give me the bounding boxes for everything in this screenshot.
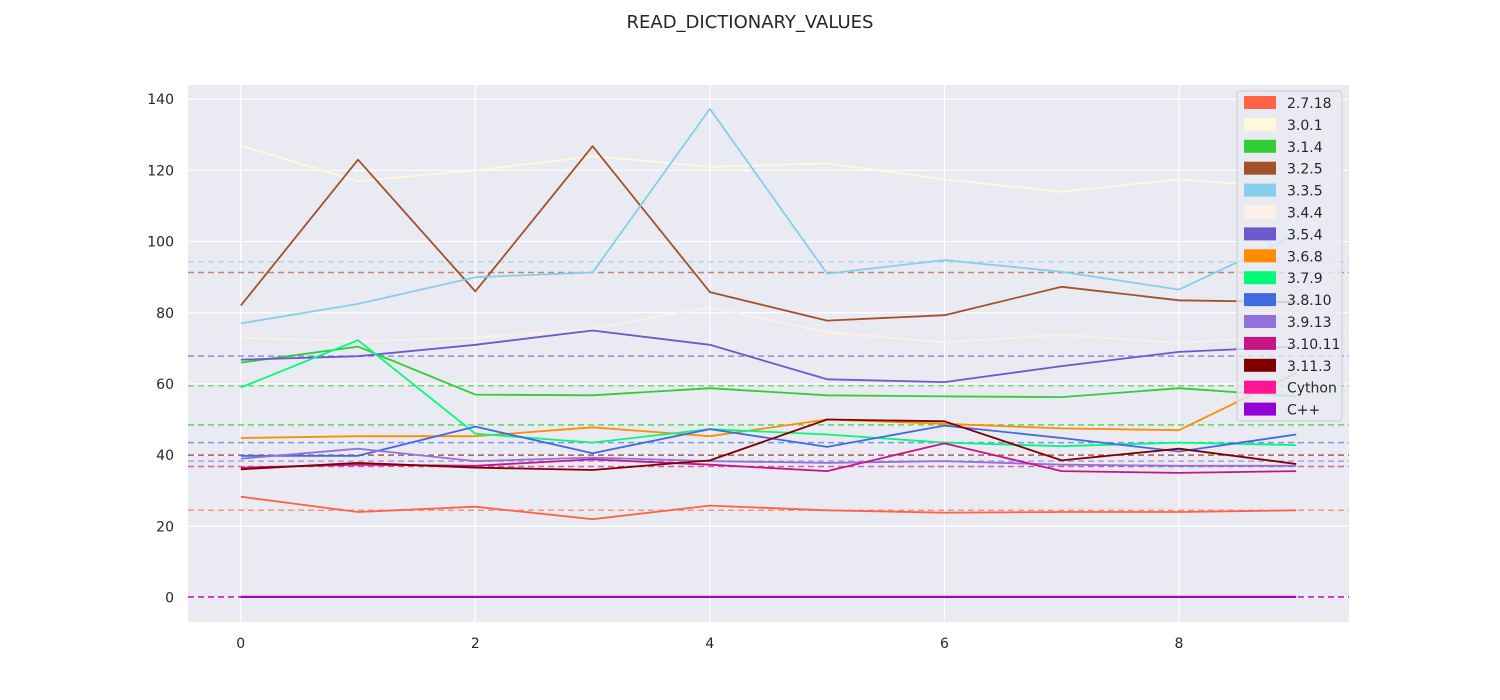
- legend-label: 3.11.3: [1287, 359, 1332, 375]
- legend-swatch: [1244, 380, 1276, 394]
- series-line-2.7.18: [240, 495, 1297, 521]
- series-line-3.4.4: [240, 306, 1297, 344]
- legend-swatch: [1244, 315, 1276, 328]
- legend-label: 3.3.5: [1287, 184, 1323, 200]
- legend-label: 3.2.5: [1287, 162, 1323, 178]
- legend-label: 3.6.8: [1287, 249, 1323, 265]
- y-tick-label: 40: [156, 448, 174, 464]
- legend-label: 3.4.4: [1287, 206, 1323, 222]
- y-tick-label: 120: [147, 163, 174, 179]
- legend-swatch: [1244, 293, 1276, 307]
- legend: 2.7.18 3.0.1 3.1.4 3.2.5 3.3.5 3.4.4 3.5.4 3.6.…: [1236, 90, 1343, 422]
- series-line-3.2.5: [240, 145, 1297, 322]
- x-tick-label: 0: [236, 636, 245, 652]
- x-axis-ticks: 0 2 4 6 8: [236, 636, 1183, 652]
- y-tick-label: 100: [147, 235, 174, 251]
- y-tick-label: 80: [156, 306, 174, 322]
- x-tick-label: 8: [1174, 636, 1183, 652]
- legend-swatch: [1244, 271, 1276, 285]
- x-tick-label: 2: [471, 636, 480, 652]
- legend-label: 3.10.11: [1287, 337, 1340, 353]
- legend-swatch: [1244, 336, 1276, 350]
- legend-label: 3.1.4: [1287, 140, 1323, 156]
- x-tick-label: 4: [705, 636, 714, 652]
- series-line-3.5.4: [240, 329, 1297, 384]
- series-line-3.0.1: [240, 144, 1297, 193]
- series-lines: [240, 107, 1297, 598]
- y-axis-ticks: 0 20 40 60 80 100 120 140: [147, 92, 174, 606]
- legend-swatch: [1244, 161, 1276, 175]
- series-line-3.1.4: [240, 345, 1297, 399]
- legend-label: 2.7.18: [1287, 96, 1332, 112]
- legend-label: 3.5.4: [1287, 227, 1323, 243]
- legend-swatch: [1244, 139, 1276, 153]
- y-tick-label: 140: [147, 92, 174, 108]
- legend-label: 3.8.10: [1287, 293, 1332, 309]
- legend-label: 3.7.9: [1287, 271, 1323, 287]
- legend-swatch: [1244, 183, 1276, 197]
- series-line-3.11.3: [240, 418, 1297, 471]
- y-tick-label: 0: [165, 590, 174, 606]
- legend-swatch: [1244, 117, 1276, 131]
- legend-label: 3.9.13: [1287, 315, 1332, 331]
- legend-swatch: [1244, 227, 1276, 241]
- series-line-3.9.13: [240, 447, 1297, 467]
- legend-swatch: [1244, 358, 1276, 372]
- legend-label: C++: [1287, 403, 1320, 419]
- legend-label: 3.0.1: [1287, 118, 1323, 134]
- chart-title: READ_DICTIONARY_VALUES: [627, 12, 874, 33]
- legend-label: Cython: [1287, 381, 1337, 397]
- series-line-3.6.8: [240, 372, 1297, 439]
- series-line-3.3.5: [240, 107, 1297, 325]
- legend-swatch: [1244, 402, 1276, 416]
- legend-swatch: [1244, 249, 1276, 263]
- legend-swatch: [1244, 96, 1276, 109]
- y-tick-label: 60: [156, 377, 174, 393]
- y-tick-label: 20: [156, 519, 174, 535]
- x-tick-label: 6: [940, 636, 949, 652]
- series-line-3.8.10: [240, 424, 1297, 457]
- legend-swatch: [1244, 205, 1276, 219]
